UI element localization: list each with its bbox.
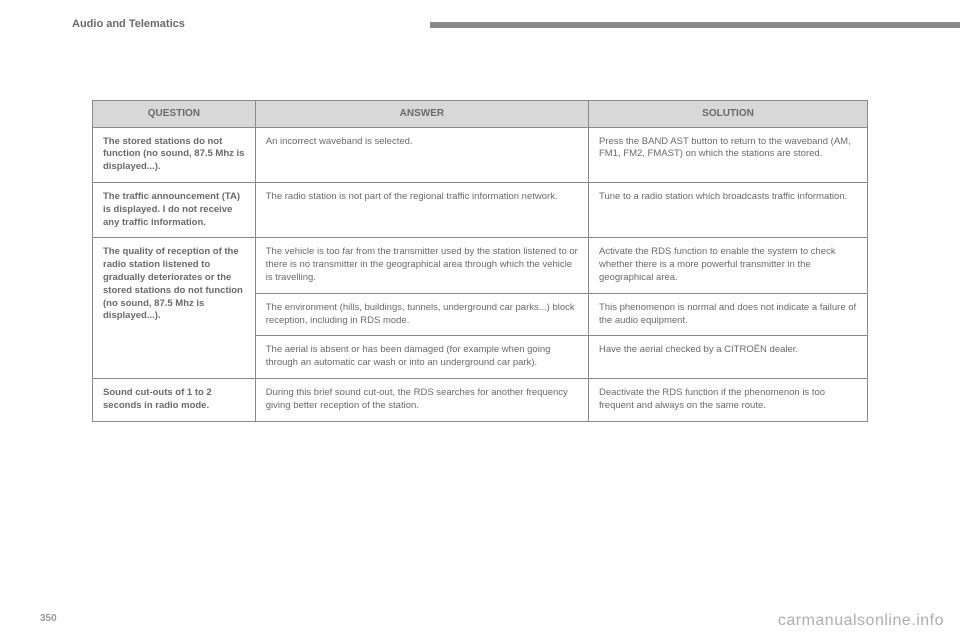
header-bar: Audio and Telematics [0,18,960,36]
faq-table-container: QUESTION ANSWER SOLUTION The stored stat… [92,100,868,422]
cell-solution: Deactivate the RDS function if the pheno… [589,379,868,422]
col-header-solution: SOLUTION [589,101,868,128]
cell-solution: Activate the RDS function to enable the … [589,238,868,293]
cell-answer: An incorrect waveband is selected. [255,127,588,182]
table-row: Sound cut-outs of 1 to 2 seconds in radi… [93,379,868,422]
cell-solution: Press the BAND AST button to return to t… [589,127,868,182]
cell-question: The stored stations do not function (no … [93,127,256,182]
cell-answer: During this brief sound cut-out, the RDS… [255,379,588,422]
watermark: carmanualsonline.info [778,612,944,630]
header-rule [430,22,960,28]
page-section-title: Audio and Telematics [72,18,185,30]
table-header-row: QUESTION ANSWER SOLUTION [93,101,868,128]
cell-answer: The radio station is not part of the reg… [255,182,588,237]
cell-answer: The environment (hills, buildings, tunne… [255,293,588,336]
cell-question: The quality of reception of the radio st… [93,238,256,379]
cell-question: Sound cut-outs of 1 to 2 seconds in radi… [93,379,256,422]
table-row: The quality of reception of the radio st… [93,238,868,293]
table-row: The traffic announcement (TA) is display… [93,182,868,237]
col-header-answer: ANSWER [255,101,588,128]
cell-solution: This phenomenon is normal and does not i… [589,293,868,336]
cell-answer: The vehicle is too far from the transmit… [255,238,588,293]
cell-answer: The aerial is absent or has been damaged… [255,336,588,379]
faq-table: QUESTION ANSWER SOLUTION The stored stat… [92,100,868,422]
cell-question: The traffic announcement (TA) is display… [93,182,256,237]
page-number: 350 [40,613,57,624]
cell-solution: Tune to a radio station which broadcasts… [589,182,868,237]
cell-solution: Have the aerial checked by a CITROËN dea… [589,336,868,379]
col-header-question: QUESTION [93,101,256,128]
table-row: The stored stations do not function (no … [93,127,868,182]
